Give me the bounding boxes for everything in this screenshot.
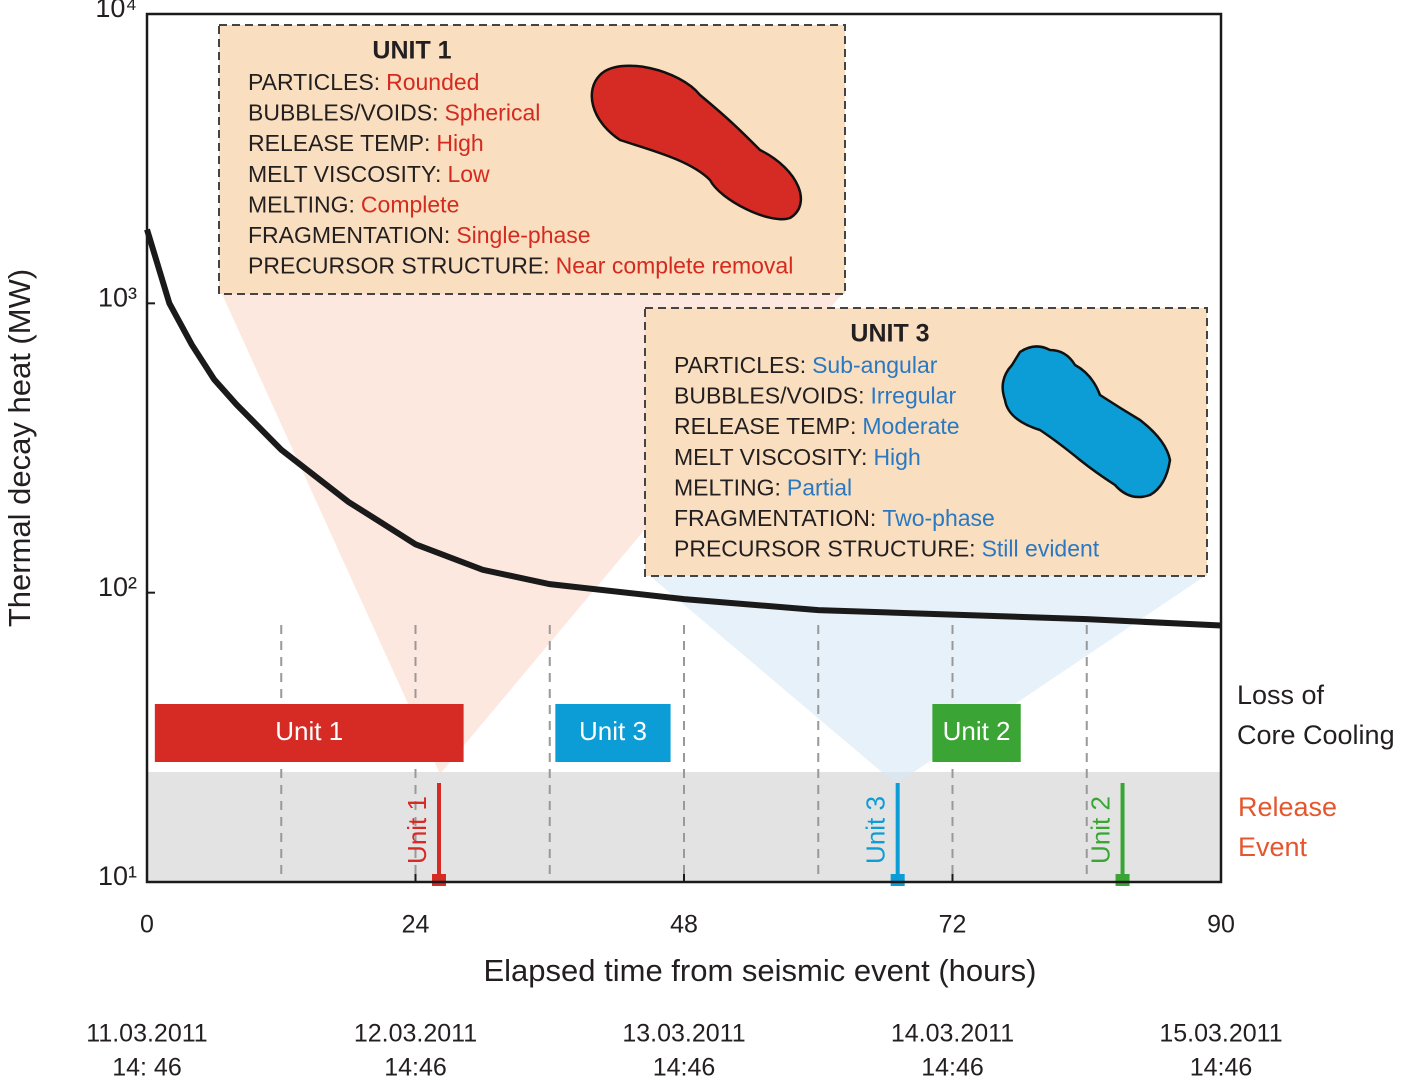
annotation-row: BUBBLES/VOIDS: Spherical [248,100,540,126]
annotation-row: PRECURSOR STRUCTURE: Still evident [674,536,1100,562]
row-label: BUBBLES/VOIDS: [674,383,864,409]
date-label: 15.03.2011 [1159,1020,1282,1048]
unit3-wedge [650,576,1205,784]
particle-shape [1001,345,1172,499]
row-label: PRECURSOR STRUCTURE: [674,536,976,562]
release-label: Unit 2 [1085,796,1115,864]
annotation-title: UNIT 1 [372,37,451,65]
x-tick-label: 24 [402,911,430,939]
row-label: PRECURSOR STRUCTURE: [248,253,550,279]
row-value: Partial [787,474,852,500]
row-value: Single-phase [456,222,590,248]
cooling-loss-title: Loss of [1237,680,1325,710]
cooling-loss-bar [154,704,464,762]
release-label: Unit 3 [861,796,891,864]
row-label: PARTICLES: [248,69,380,95]
x-tick-label: 0 [140,911,154,939]
y-tick-label: 10² [98,572,137,602]
time-label: 14:46 [1190,1054,1253,1082]
cooling-loss-title: Core Cooling [1237,720,1395,750]
annotation-row: RELEASE TEMP: Moderate [674,413,960,439]
annotation-row: MELT VISCOSITY: Low [248,161,490,187]
annotation-title: UNIT 3 [850,320,929,348]
x-tick-label: 90 [1207,911,1235,939]
release-foot [890,874,905,886]
cooling-loss-bar [555,704,671,762]
release-label: Unit 1 [402,796,432,864]
row-value: Spherical [444,100,540,126]
row-value: Near complete removal [556,253,794,279]
release-foot [431,874,446,886]
cooling-loss-label: Unit 1 [275,716,343,746]
row-label: PARTICLES: [674,352,806,378]
date-label: 11.03.2011 [86,1020,207,1048]
row-label: MELTING: [248,191,355,217]
row-value: High [436,130,483,156]
row-label: RELEASE TEMP: [674,413,856,439]
x-tick-label: 72 [939,911,967,939]
row-label: MELT VISCOSITY: [248,161,441,187]
x-axis-title: Elapsed time from seismic event (hours) [483,953,1036,988]
annotation-row: MELT VISCOSITY: High [674,444,921,470]
row-value: Still evident [982,536,1100,562]
annotation-row: MELTING: Complete [248,191,459,217]
row-value: Sub-angular [812,352,938,378]
release-foot [1115,874,1130,886]
cooling-loss-label: Unit 2 [943,716,1011,746]
row-value: Complete [361,191,459,217]
release-title: Event [1238,832,1308,862]
annotation-row: FRAGMENTATION: Two-phase [674,505,995,531]
y-tick-label: 10³ [98,282,137,312]
annotation-row: FRAGMENTATION: Single-phase [248,222,591,248]
annotation-row: RELEASE TEMP: High [248,130,484,156]
row-value: Moderate [862,413,959,439]
y-tick-label: 10⁴ [95,0,137,23]
time-label: 14:46 [653,1054,716,1082]
particle-shape [590,64,803,221]
time-label: 14:46 [384,1054,447,1082]
decay-curve [144,228,1222,629]
time-label: 14: 46 [112,1054,182,1082]
time-label: 14:46 [921,1054,984,1082]
row-label: MELTING: [674,474,781,500]
date-label: 13.03.2011 [622,1020,745,1048]
cooling-loss-label: Unit 3 [579,716,647,746]
row-value: Low [447,161,490,187]
release-title: Release [1238,792,1337,822]
annotation-row: PARTICLES: Sub-angular [674,352,938,378]
annotation-row: PRECURSOR STRUCTURE: Near complete remova… [248,253,793,279]
row-value: Irregular [870,383,956,409]
annotation-row: BUBBLES/VOIDS: Irregular [674,383,956,409]
row-value: High [873,444,920,470]
annotation-row: MELTING: Partial [674,474,852,500]
row-label: BUBBLES/VOIDS: [248,100,438,126]
row-value: Rounded [386,69,479,95]
date-label: 12.03.2011 [354,1020,477,1048]
y-axis-title: Thermal decay heat (MW) [2,269,37,627]
annotation-row: PARTICLES: Rounded [248,69,479,95]
date-label: 14.03.2011 [891,1020,1014,1048]
cooling-loss-bar [932,704,1021,762]
row-label: FRAGMENTATION: [248,222,450,248]
row-label: RELEASE TEMP: [248,130,430,156]
x-tick-label: 48 [670,911,698,939]
row-label: FRAGMENTATION: [674,505,876,531]
row-label: MELT VISCOSITY: [674,444,867,470]
row-value: Two-phase [882,505,995,531]
y-tick-label: 10¹ [98,861,137,891]
